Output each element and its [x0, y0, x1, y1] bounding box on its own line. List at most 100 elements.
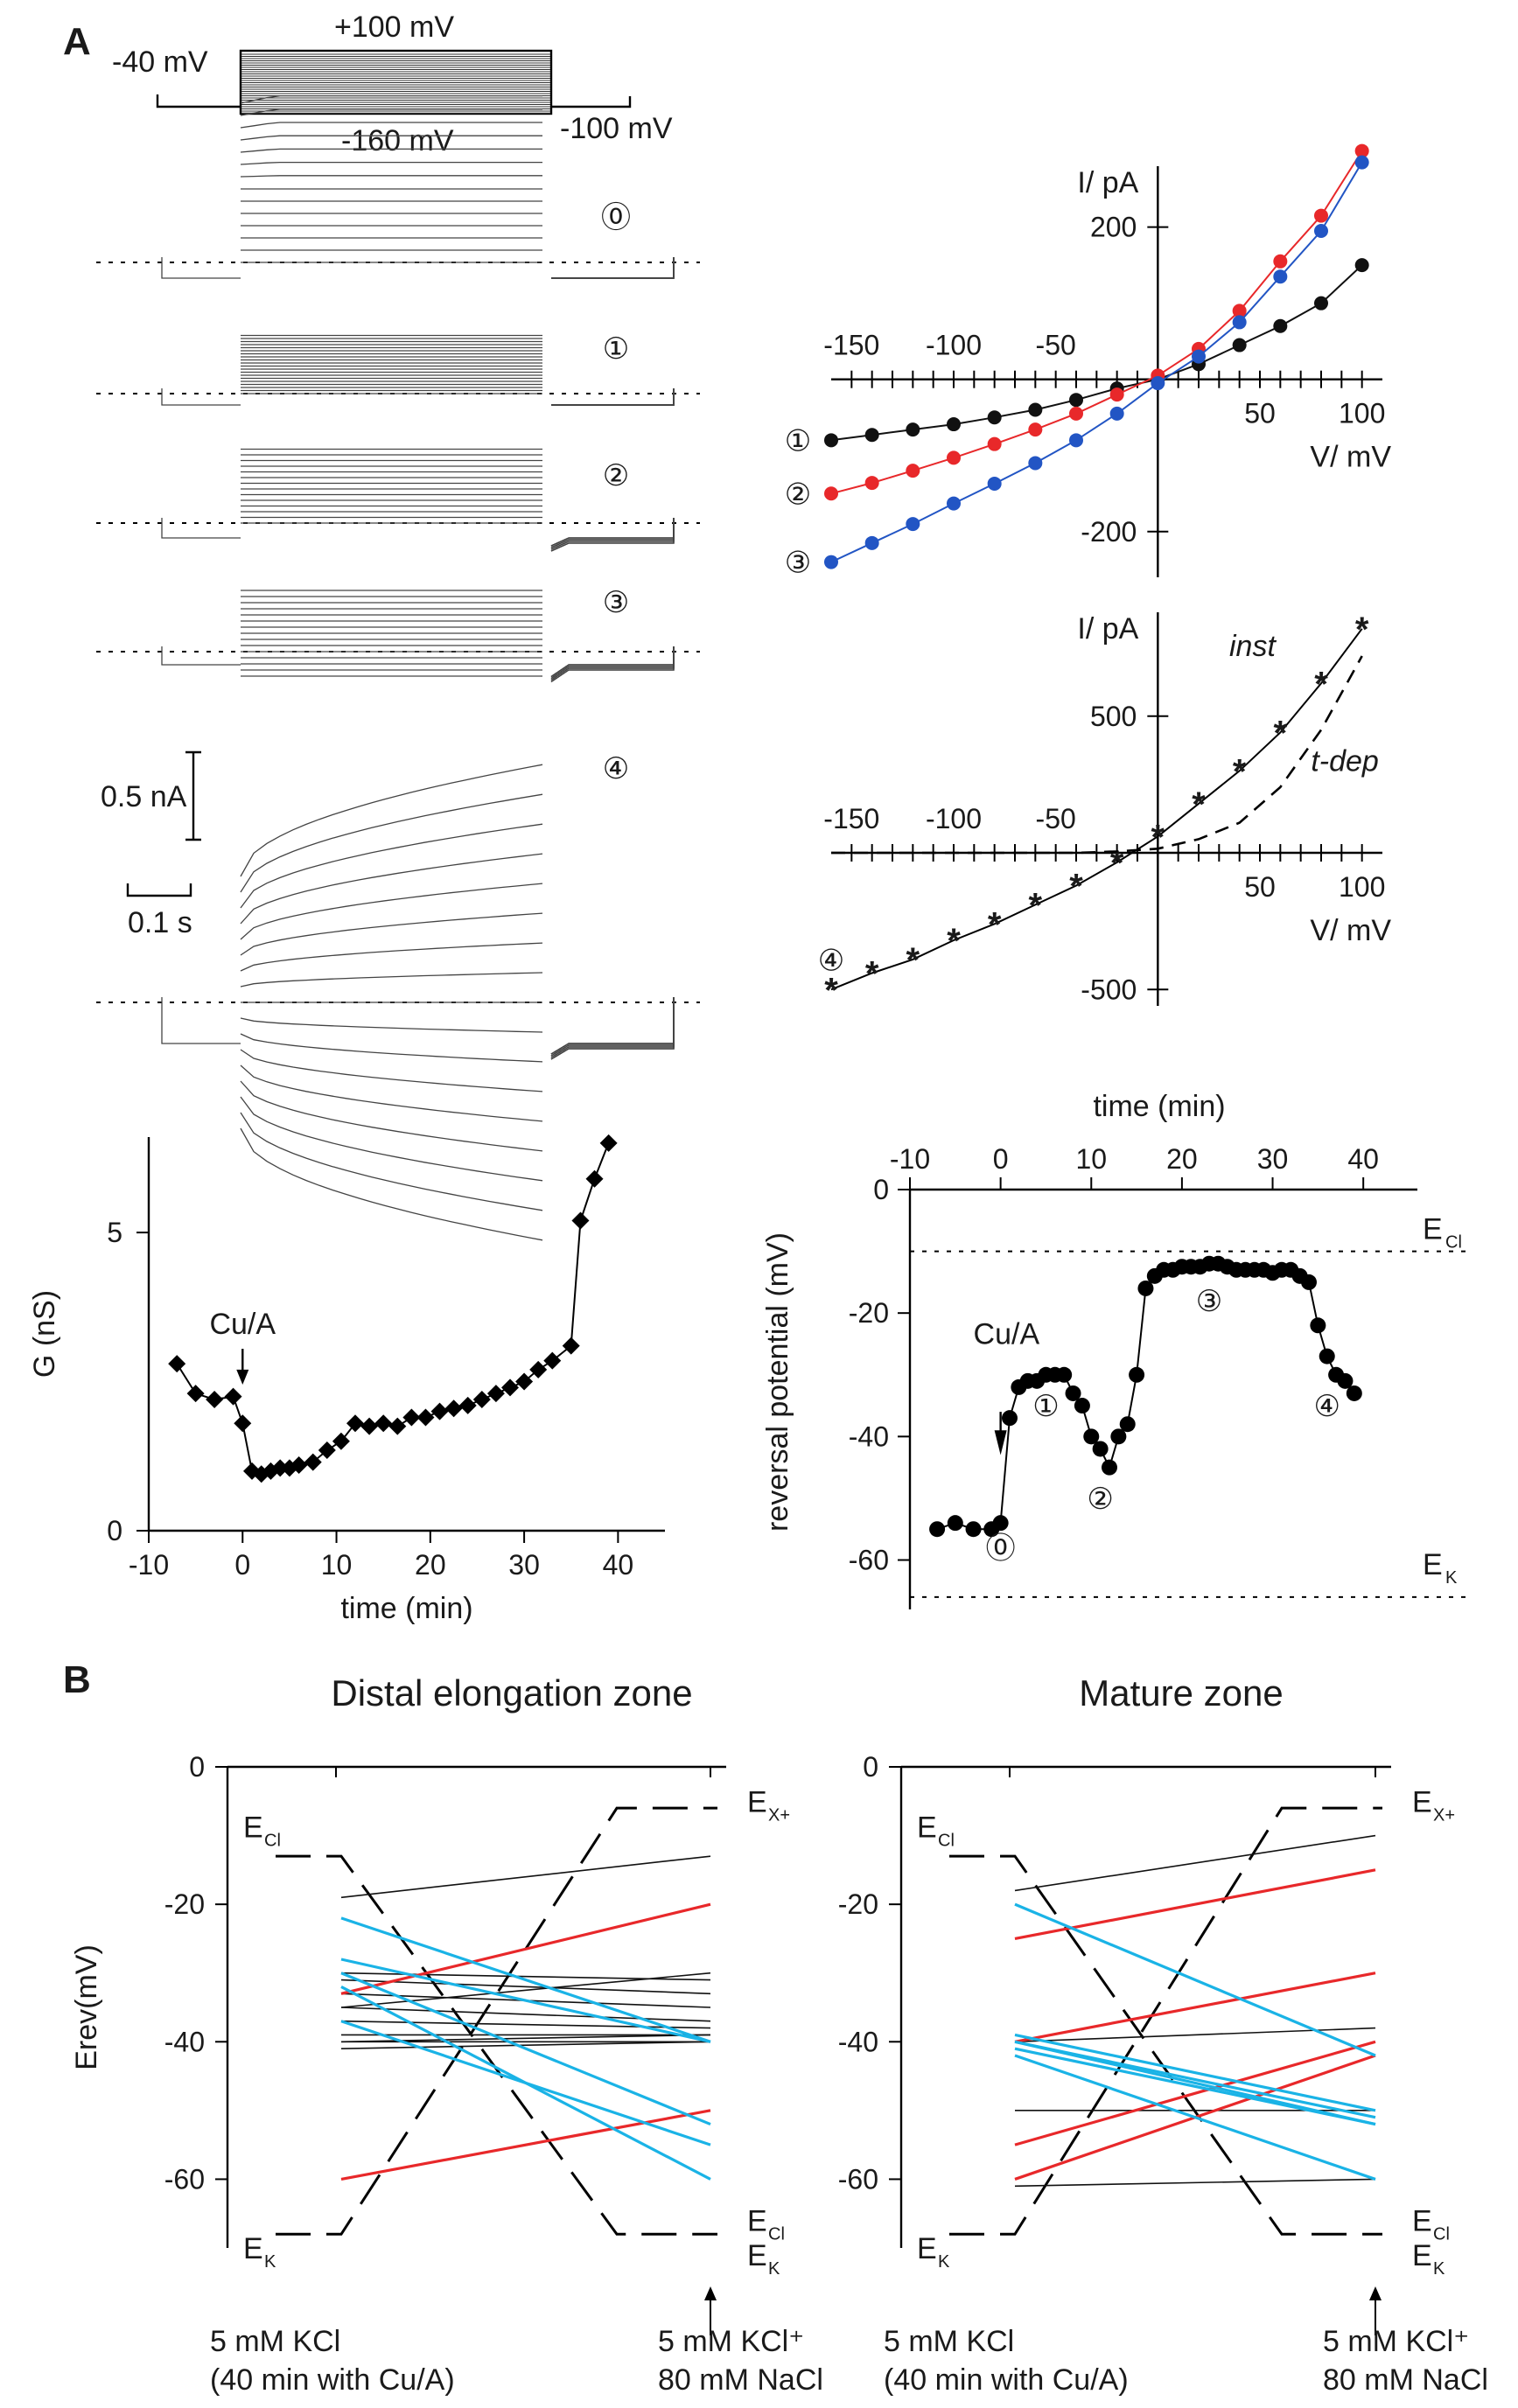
ecl-left-sub: Cl — [938, 1832, 955, 1851]
left-condition-line2: (40 min with Cu/A) — [884, 2363, 1129, 2397]
tail-current-trace — [550, 997, 675, 1060]
iv-curve-chart-1: -150 -100 -50 50 100 200 -200 I/ pA V/ mV ① ② ③ — [785, 143, 1391, 580]
data-point — [1354, 143, 1369, 158]
current-trace — [240, 1080, 543, 1152]
series-line-3 — [830, 162, 1363, 563]
trace-label-4: ④ — [603, 752, 629, 785]
series-line-black — [1014, 2178, 1376, 2188]
ecl-right-label: E — [747, 2205, 767, 2238]
data-point — [987, 476, 1002, 491]
star-point: * — [1314, 665, 1328, 703]
x-tick-label: -50 — [1036, 330, 1076, 361]
current-trace — [240, 122, 542, 129]
y-tick-label: 0 — [189, 1751, 205, 1783]
tail-current-trace — [551, 388, 675, 406]
x-tick-label: -50 — [1036, 803, 1076, 834]
data-point — [1273, 269, 1288, 284]
current-traces — [96, 94, 700, 1241]
data-point — [388, 1417, 407, 1435]
data-point — [947, 1515, 963, 1532]
y-tick-label: 200 — [1090, 212, 1137, 243]
data-point — [1069, 433, 1083, 448]
cu-a-annotation: Cu/A — [974, 1317, 1040, 1351]
data-point — [1074, 1398, 1090, 1414]
x-tick-label: 0 — [234, 1549, 250, 1581]
data-point — [486, 1385, 505, 1403]
time-scale-bar — [126, 883, 192, 897]
tail-current-trace — [551, 388, 675, 406]
tail-current-trace — [550, 997, 675, 1060]
star-point: * — [1110, 844, 1124, 883]
data-point — [1083, 1428, 1100, 1445]
x-tick-label: 40 — [603, 1549, 634, 1581]
x-tick-label: 20 — [415, 1549, 446, 1581]
data-point — [543, 1351, 562, 1370]
data-point — [271, 1459, 290, 1477]
series-line-red — [1014, 1972, 1376, 2043]
ek-left-sub: K — [264, 2252, 276, 2272]
data-point — [1273, 318, 1288, 333]
data-point — [186, 1385, 205, 1403]
series-line-cyan — [340, 1972, 711, 2126]
star-point: * — [1192, 785, 1206, 824]
trace-label-3: ③ — [603, 586, 629, 619]
ek-right-sub: K — [1433, 2259, 1445, 2279]
tail-current-trace — [551, 388, 675, 406]
ek-right-label: E — [747, 2239, 767, 2272]
ecl-left-sub: Cl — [264, 1832, 281, 1851]
series-line-cyan — [1014, 2054, 1376, 2181]
ex-right-label: E — [1412, 1785, 1432, 1818]
point-label: ② — [1087, 1483, 1113, 1516]
ecl-left-label: E — [243, 1811, 263, 1845]
data-point — [1109, 387, 1124, 402]
tail-current-trace — [551, 388, 675, 406]
right-condition-line2: 80 mM NaCl — [658, 2363, 823, 2397]
y-tick-label: -60 — [838, 2163, 878, 2195]
tail-current-trace — [551, 388, 675, 406]
protocol-hold-label: -40 mV — [112, 45, 208, 79]
x-axis-label: V/ mV — [1310, 914, 1391, 947]
y-tick-label: -20 — [849, 1297, 889, 1329]
data-point — [1002, 1410, 1018, 1427]
tail-current-trace — [551, 388, 675, 406]
data-point — [206, 1391, 224, 1408]
ex-right-sub: X+ — [1433, 1805, 1455, 1825]
current-trace — [240, 148, 542, 153]
y-tick-label: -60 — [164, 2163, 205, 2195]
current-trace — [240, 1064, 543, 1122]
condition-arrowhead — [704, 2286, 717, 2300]
protocol-tail-step — [551, 96, 632, 108]
data-point — [1314, 208, 1328, 223]
ek-label: E — [1423, 1548, 1443, 1581]
holding-current-trace — [161, 646, 241, 666]
x-tick-label: 10 — [321, 1549, 353, 1581]
data-point — [1028, 402, 1043, 417]
distal-zone-chart: Distal elongation zone 0 -20 -40 -60 Erev(mV)… — [70, 1672, 823, 2397]
y-tick-label: -20 — [164, 1888, 205, 1920]
series-line-red — [1014, 2040, 1376, 2146]
series-label: ③ — [785, 547, 811, 580]
series-label: ④ — [818, 944, 844, 977]
star-point: * — [824, 971, 838, 1009]
star-point: * — [947, 922, 961, 960]
data-point — [1151, 376, 1165, 391]
star-point: * — [1233, 752, 1247, 791]
series-line-2 — [830, 150, 1363, 495]
data-point — [864, 535, 879, 550]
protocol-top-label: +100 mV — [334, 10, 454, 44]
ek-left-label: E — [917, 2232, 937, 2265]
data-point — [430, 1402, 449, 1420]
data-point — [1273, 254, 1288, 269]
voltage-protocol: +100 mV -40 mV -160 mV -100 mV — [112, 10, 673, 157]
data-point — [1346, 1385, 1362, 1401]
current-trace — [240, 912, 543, 956]
ecl-label: E — [1423, 1213, 1443, 1246]
data-point — [1065, 1385, 1081, 1401]
cu-a-arrowhead — [994, 1430, 1007, 1455]
data-point — [1110, 1428, 1127, 1445]
data-point — [1069, 406, 1083, 421]
data-point — [1354, 155, 1369, 170]
holding-current-trace — [161, 997, 241, 1044]
